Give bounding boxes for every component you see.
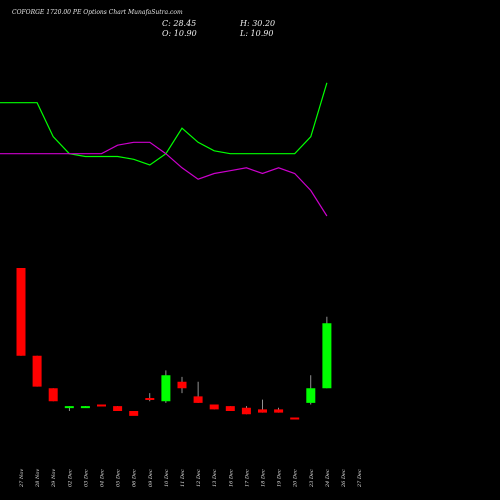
candle-13	[209, 404, 219, 410]
candle-12	[193, 381, 203, 403]
x-tick-label: 24 Dec	[325, 469, 331, 488]
candle-body	[48, 388, 58, 402]
candle-body	[129, 411, 139, 416]
candle-body	[145, 398, 155, 400]
candle-15	[241, 406, 251, 415]
x-tick-label: 13 Dec	[212, 469, 218, 487]
candle-20	[322, 316, 332, 389]
candle-body	[64, 406, 74, 409]
x-tick-label: 17 Dec	[244, 469, 250, 487]
candle-body	[290, 417, 300, 420]
candle-body	[322, 323, 332, 389]
candle-body	[113, 406, 123, 411]
x-tick-label: 11 Dec	[180, 469, 186, 487]
x-tick-label: 10 Dec	[164, 469, 170, 487]
candle-body	[241, 407, 251, 415]
line-series-2	[0, 141, 328, 217]
candle-body	[97, 404, 106, 407]
candle-5	[80, 406, 90, 409]
candle-body	[274, 409, 284, 413]
candle-2	[32, 355, 42, 387]
x-tick-label: 04 Dec	[100, 469, 106, 487]
candle-body	[193, 396, 203, 403]
candle-body	[80, 406, 90, 409]
open-label: O: 10.90	[162, 29, 197, 38]
candle-11	[177, 376, 187, 394]
candle-4	[64, 406, 74, 411]
x-tick-label: 12 Dec	[196, 469, 202, 487]
candle-body	[32, 355, 42, 387]
candle-body	[209, 404, 219, 410]
candle-1	[16, 268, 26, 356]
x-tick-label: 23 Dec	[309, 469, 315, 488]
candle-17	[274, 407, 284, 413]
candle-8	[129, 411, 139, 416]
low-label: L: 10.90	[240, 29, 274, 38]
x-tick-label: 18 Dec	[261, 469, 267, 487]
x-tick-label: 02 Dec	[67, 469, 73, 487]
candle-18	[290, 417, 300, 420]
candle-7	[113, 406, 123, 411]
x-tick-label: 29 Nov	[51, 469, 57, 488]
candle-10	[161, 370, 171, 403]
candle-body	[177, 381, 187, 389]
x-tick-label: 27 Dec	[357, 469, 363, 488]
candle-body	[161, 375, 171, 402]
candle-body	[306, 388, 316, 403]
candle-6	[97, 404, 106, 407]
x-tick-label: 27 Nov	[19, 469, 25, 488]
x-tick-label: 16 Dec	[228, 469, 234, 487]
x-tick-label: 06 Dec	[132, 469, 138, 487]
x-tick-label: 20 Dec	[293, 469, 299, 488]
x-tick-label: 05 Dec	[116, 469, 122, 487]
candle-body	[16, 268, 26, 356]
close-label: C: 28.45	[162, 19, 197, 28]
candle-16	[258, 399, 267, 413]
candle-14	[225, 406, 235, 411]
x-tick-label: 19 Dec	[277, 469, 283, 487]
candle-19	[306, 375, 316, 405]
high-label: H: 30.20	[240, 19, 276, 28]
x-tick-label: 26 Dec	[341, 469, 347, 488]
candle-body	[258, 409, 267, 413]
candle-9	[145, 393, 155, 402]
x-tick-label: 09 Dec	[148, 469, 154, 487]
candle-body	[225, 406, 235, 411]
candle-3	[48, 388, 58, 402]
x-tick-label: 03 Dec	[83, 469, 89, 487]
x-tick-label: 28 Nov	[35, 469, 41, 488]
chart-title: COFORGE 1720.00 PE Options Chart MunafaS…	[12, 9, 183, 16]
